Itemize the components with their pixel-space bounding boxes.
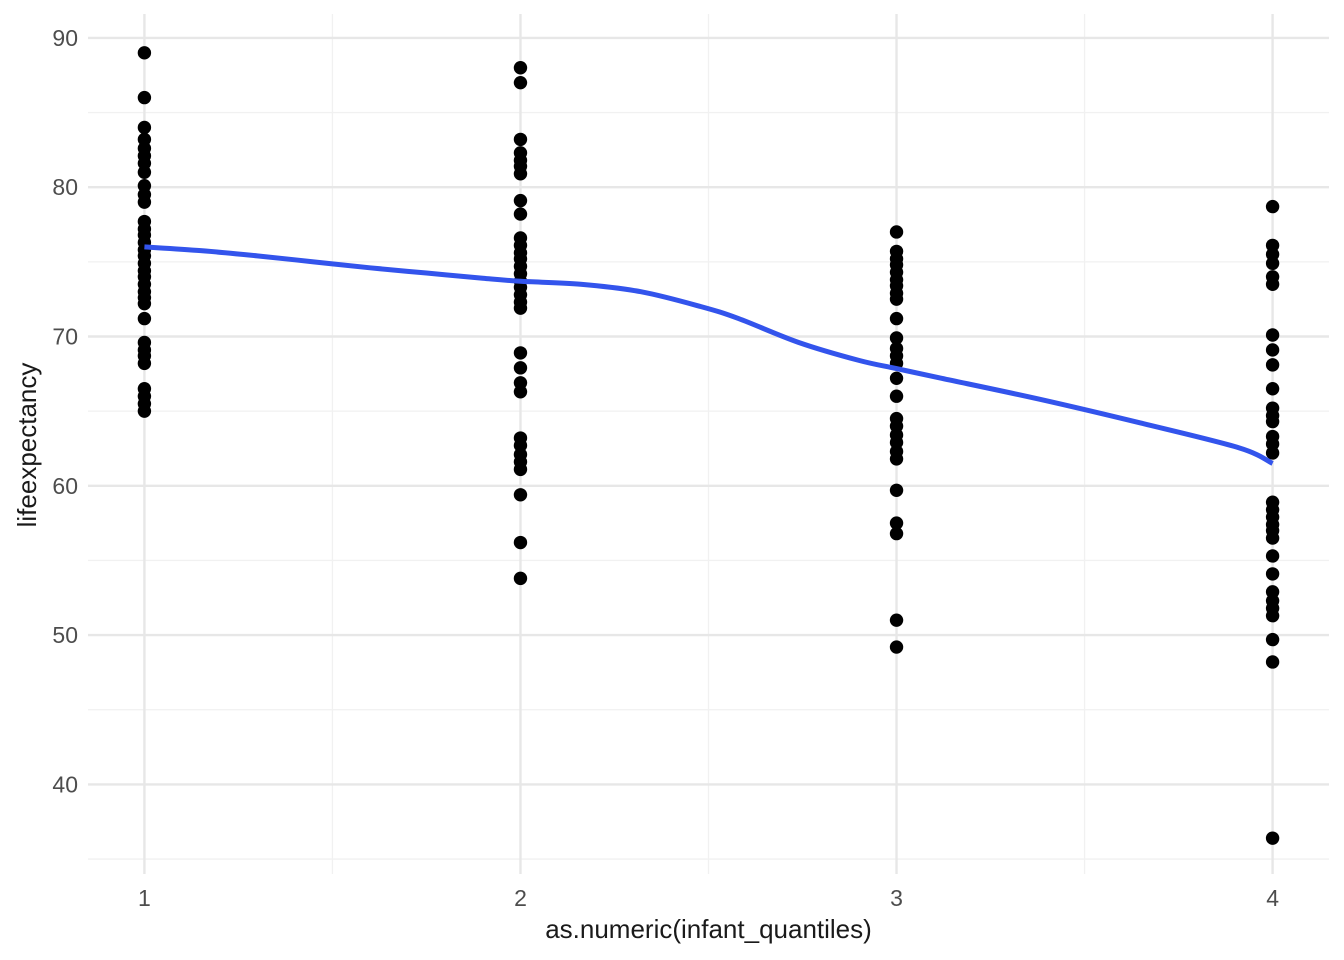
y-tick-label: 40 [52,771,78,797]
scatter-points [137,46,1280,845]
x-tick-label: 4 [1266,885,1279,911]
data-point [513,207,528,221]
data-point [137,165,152,179]
data-point [889,331,904,345]
data-point [889,225,904,239]
data-point [889,483,904,497]
grid-minor-lines [88,14,1329,874]
data-point [137,120,152,135]
data-point [1265,549,1280,563]
data-point [889,452,904,466]
data-point [889,516,904,530]
data-point [513,535,528,550]
data-point [513,167,528,181]
x-tick-label: 3 [890,885,903,911]
data-point [1265,446,1280,460]
y-tick-label: 60 [52,473,78,499]
data-point [513,571,528,586]
data-point [1265,277,1280,291]
x-tick-label: 2 [514,885,527,911]
data-point [137,90,152,105]
data-point [513,361,528,375]
data-point [1265,343,1280,357]
data-point [1265,655,1280,669]
data-point [137,356,152,371]
data-point [889,292,904,306]
data-point [1265,414,1280,429]
y-tick-label: 70 [52,324,78,350]
y-axis-title: lifeexpectancy [12,363,42,528]
data-point [1265,567,1280,581]
data-point [1265,328,1280,342]
y-tick-label: 80 [52,174,78,200]
data-point [513,61,528,75]
data-point [513,346,528,360]
data-point [513,301,528,315]
x-axis-title: as.numeric(infant_quantiles) [545,914,872,944]
data-point [1265,382,1280,396]
data-point [889,311,904,326]
data-point [889,640,904,654]
data-point [889,526,904,541]
y-tick-label: 50 [52,622,78,648]
data-point [513,193,528,208]
data-point [137,296,152,311]
data-point [513,75,528,90]
data-point [513,462,528,477]
data-point [889,371,904,386]
x-axis-tick-labels: 1 2 3 4 [138,885,1279,911]
data-point [1265,831,1280,845]
smooth-trend-line [144,244,1274,466]
data-point [1265,531,1280,545]
data-point [137,195,152,209]
data-point [1265,632,1280,647]
data-point [137,311,152,326]
data-point [513,488,528,502]
data-point [889,389,904,403]
data-point [1265,609,1280,623]
data-point [1265,199,1280,214]
data-point [1265,256,1280,271]
data-point [513,385,528,399]
data-point [1265,358,1280,372]
y-tick-label: 90 [52,25,78,51]
data-point [889,613,904,627]
data-point [513,132,528,147]
y-axis-tick-labels: 40 50 60 70 80 90 [52,25,78,798]
data-point [137,404,152,418]
data-point [137,46,152,60]
x-tick-label: 1 [138,885,151,911]
